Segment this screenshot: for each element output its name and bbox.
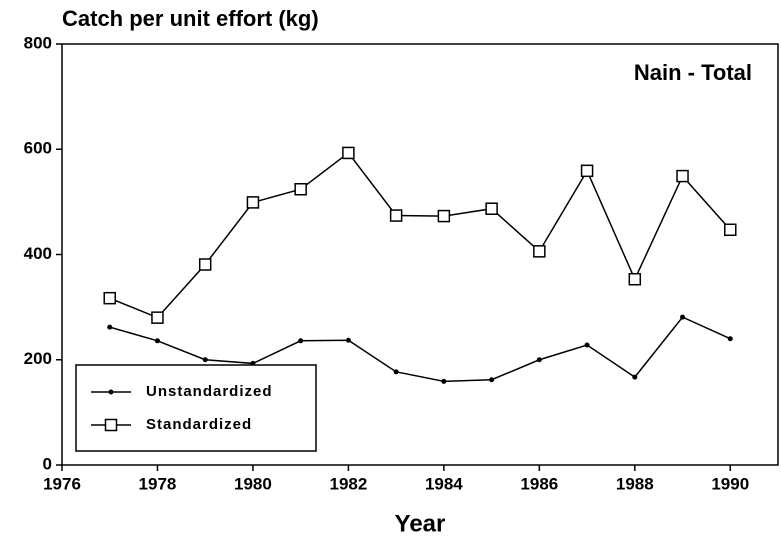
marker bbox=[533, 245, 546, 258]
marker bbox=[389, 209, 403, 222]
series-line bbox=[109, 316, 731, 383]
marker bbox=[724, 223, 737, 237]
marker bbox=[632, 374, 638, 380]
marker bbox=[103, 291, 116, 305]
marker bbox=[680, 314, 686, 320]
annotation: Nain - Total bbox=[634, 60, 752, 85]
chart-title: Catch per unit effort (kg) bbox=[62, 6, 319, 31]
x-tick-label: 1978 bbox=[139, 474, 177, 493]
marker bbox=[202, 357, 208, 363]
x-tick-label: 1980 bbox=[234, 474, 272, 493]
y-tick-label: 800 bbox=[24, 33, 52, 52]
marker bbox=[628, 272, 642, 286]
x-tick-label: 1976 bbox=[43, 474, 81, 493]
marker bbox=[489, 377, 495, 383]
marker bbox=[485, 202, 498, 215]
marker bbox=[584, 342, 590, 348]
series-line bbox=[109, 151, 731, 319]
x-tick-label: 1988 bbox=[616, 474, 654, 493]
marker bbox=[536, 357, 542, 363]
marker bbox=[151, 311, 164, 324]
marker bbox=[342, 146, 355, 160]
marker bbox=[298, 338, 304, 344]
marker bbox=[580, 164, 594, 178]
marker bbox=[246, 196, 260, 209]
marker bbox=[393, 369, 399, 375]
legend-marker bbox=[108, 389, 114, 395]
marker bbox=[727, 336, 733, 342]
x-axis-label: Year bbox=[395, 510, 446, 537]
x-tick-label: 1986 bbox=[520, 474, 558, 493]
marker bbox=[198, 258, 212, 271]
y-tick-label: 600 bbox=[24, 139, 52, 158]
legend: Unstandardized Standardized bbox=[75, 364, 317, 452]
x-tick-label: 1990 bbox=[711, 474, 749, 493]
legend-label: Standardized bbox=[146, 416, 252, 433]
y-tick-label: 200 bbox=[24, 349, 52, 368]
legend-marker bbox=[104, 418, 118, 432]
legend-label: Unstandardized bbox=[146, 383, 273, 400]
marker bbox=[676, 169, 689, 183]
marker bbox=[294, 182, 307, 196]
marker bbox=[441, 378, 447, 384]
marker bbox=[154, 338, 160, 344]
y-tick-label: 400 bbox=[24, 244, 52, 263]
y-tick-label: 0 bbox=[43, 454, 52, 473]
marker bbox=[345, 337, 351, 343]
marker bbox=[107, 324, 113, 330]
x-tick-label: 1984 bbox=[425, 474, 463, 493]
legend-box bbox=[75, 364, 317, 452]
marker bbox=[437, 209, 451, 223]
x-tick-label: 1982 bbox=[329, 474, 367, 493]
